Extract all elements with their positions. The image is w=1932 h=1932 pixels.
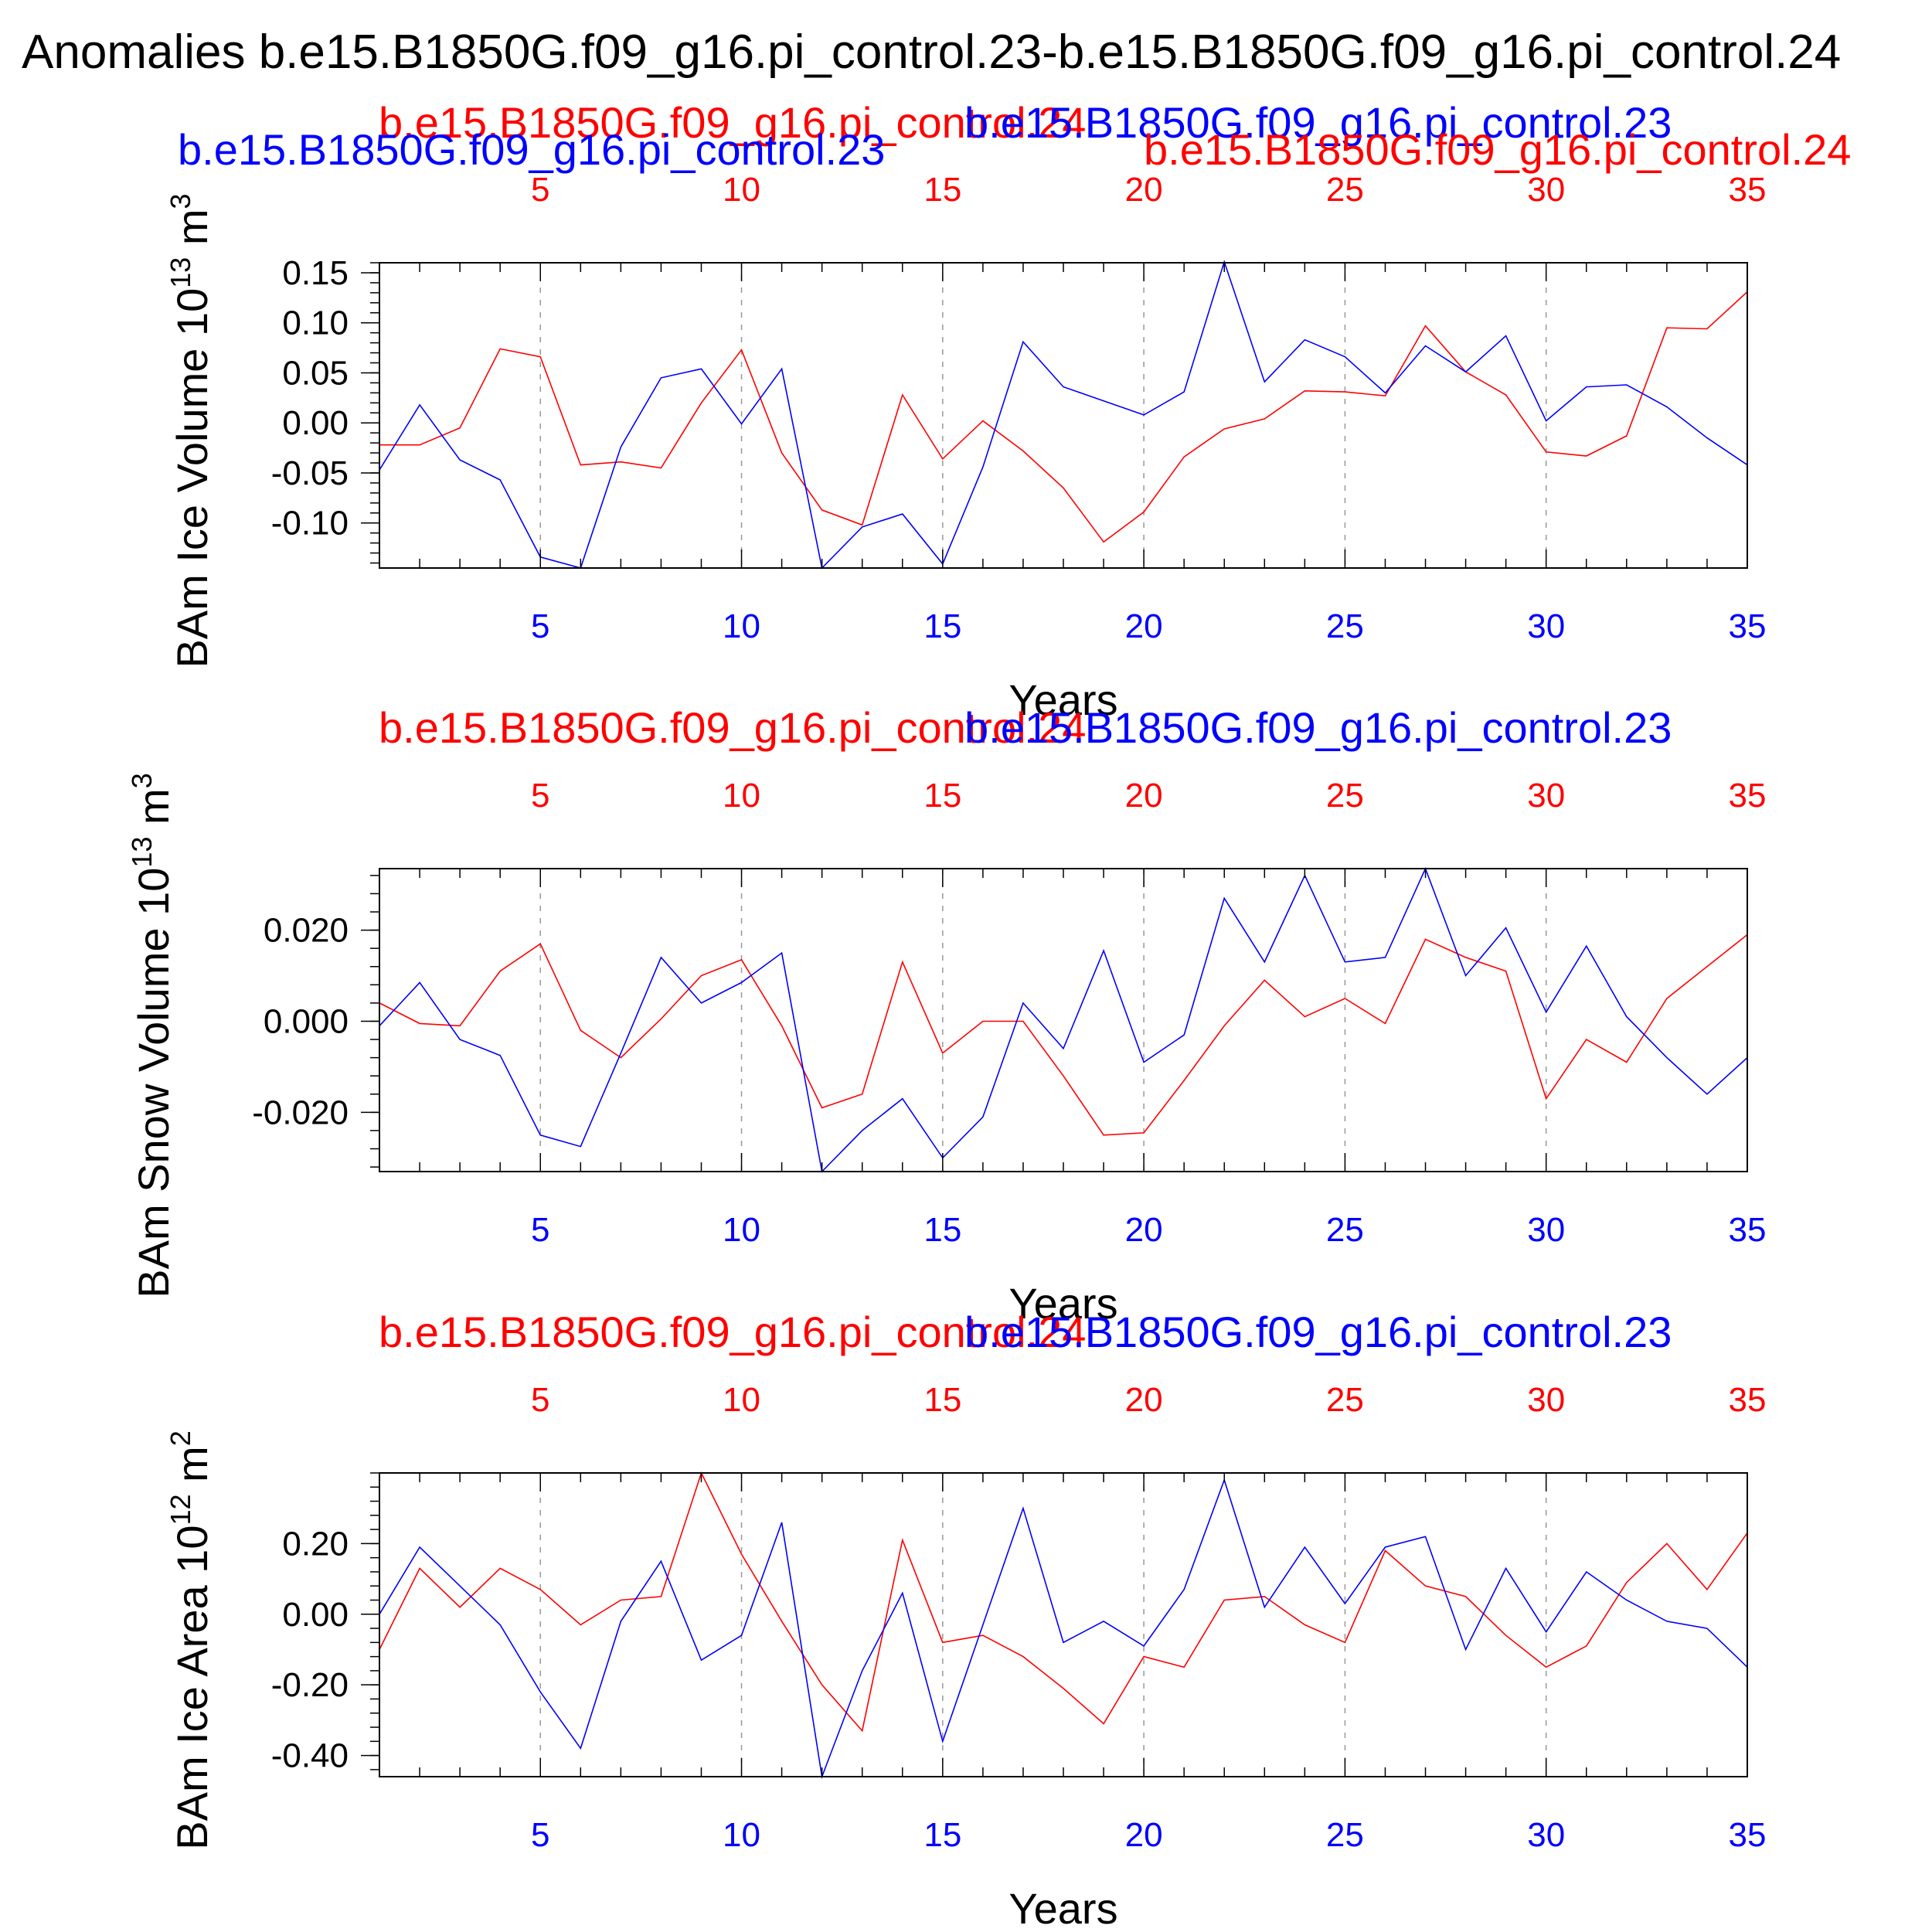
y-axis-title-part: BAm Ice Area 10 (168, 1526, 216, 1850)
y-axis-title-superscript: 13 (126, 837, 158, 868)
x-tick-label-bottom: 15 (923, 1816, 961, 1854)
x-tick-label-bottom: 5 (531, 1211, 549, 1249)
x-tick-label-bottom: 20 (1125, 1816, 1163, 1854)
x-tick-label-top: 30 (1527, 777, 1565, 815)
top-label-red: b.e15.B1850G.f09_g16.pi_control.24 (379, 703, 1086, 752)
y-axis-title-part: m (168, 1446, 216, 1494)
x-tick-label-top: 20 (1125, 1381, 1163, 1419)
series-line-24 (379, 291, 1748, 543)
ice-area-panel: -0.40 -0.20 0.00 0.20 5 5 10 10 15 15 20 20 25 25 30 30… (165, 1308, 1766, 1932)
y-tick-label: 0.020 (264, 912, 349, 950)
x-axis-title: Years (1009, 1884, 1117, 1932)
series-line-23 (379, 260, 1748, 570)
x-tick-label-bottom: 35 (1729, 1211, 1767, 1249)
x-tick-label-top: 15 (923, 1381, 961, 1419)
x-tick-label-bottom: 15 (923, 1211, 961, 1249)
x-axis-title: Years (1009, 1279, 1117, 1328)
x-tick-label-top: 30 (1527, 171, 1565, 209)
series-line-24 (379, 1471, 1748, 1733)
y-tick-label: 0.00 (282, 404, 349, 442)
y-tick-label: -0.10 (271, 505, 349, 543)
x-tick-label-bottom: 5 (531, 1816, 549, 1854)
x-tick-label-top: 10 (723, 1381, 760, 1419)
y-axis-title-part: BAm Ice Volume 10 (168, 288, 216, 668)
x-tick-label-top: 10 (723, 171, 760, 209)
x-tick-label-bottom: 35 (1729, 607, 1767, 645)
x-tick-label-bottom: 20 (1125, 1211, 1163, 1249)
x-tick-label-top: 15 (923, 171, 961, 209)
y-axis-title-part: m (129, 788, 178, 836)
plot-frame (379, 868, 1748, 1172)
x-tick-label-top: 35 (1729, 171, 1767, 209)
x-tick-label-top: 30 (1527, 1381, 1565, 1419)
y-axis-title-part: m (168, 209, 216, 257)
x-tick-label-top: 25 (1326, 1381, 1364, 1419)
x-tick-label-top: 20 (1125, 171, 1163, 209)
top-label-red: b.e15.B1850G.f09_g16.pi_control.24 (379, 1308, 1086, 1356)
plot-frame (379, 262, 1748, 569)
top-label-blue: b.e15.B1850G.f09_g16.pi_control.23 (964, 1308, 1672, 1356)
y-axis-title: BAm Snow Volume 1013 m3 (126, 773, 178, 1298)
x-tick-label-bottom: 30 (1527, 1816, 1565, 1854)
y-axis-title-superscript: 3 (165, 193, 196, 209)
x-tick-label-top: 5 (531, 171, 549, 209)
top-label-red: b.e15.B1850G.f09_g16.pi_control.24 (379, 98, 1086, 147)
x-tick-label-bottom: 20 (1125, 607, 1163, 645)
y-axis-title-part: BAm Snow Volume 10 (129, 868, 178, 1298)
series-line-23 (379, 866, 1748, 1173)
y-tick-label: 0.000 (264, 1002, 349, 1040)
x-tick-label-top: 35 (1729, 1381, 1767, 1419)
x-axis-title: Years (1009, 675, 1117, 724)
ice-volume-panel: -0.10 -0.05 0.00 0.05 0.10 0.15 5 5 10 10 15 15 20 20… (165, 98, 1851, 724)
y-tick-label: 0.00 (282, 1596, 349, 1634)
top-label-blue: b.e15.B1850G.f09_g16.pi_control.23 (964, 98, 1672, 147)
x-tick-label-top: 10 (723, 777, 760, 815)
y-tick-label: -0.020 (252, 1094, 349, 1131)
x-tick-label-top: 15 (923, 777, 961, 815)
y-tick-label: 0.20 (282, 1525, 349, 1563)
x-tick-label-bottom: 10 (723, 607, 760, 645)
y-axis-title: BAm Ice Area 1012 m2 (165, 1430, 216, 1850)
y-tick-label: -0.40 (271, 1737, 349, 1775)
x-tick-label-bottom: 15 (923, 607, 961, 645)
figure-title: Anomalies b.e15.B1850G.f09_g16.pi_contro… (22, 26, 1841, 79)
y-tick-label: 0.05 (282, 354, 349, 392)
top-label-blue: b.e15.B1850G.f09_g16.pi_control.23 (964, 703, 1672, 752)
y-axis-title-superscript: 2 (165, 1430, 196, 1446)
x-tick-label-bottom: 25 (1326, 1816, 1364, 1854)
top-label-red-right: b.e15.B1850G.f09_g16.pi_control.24 (1144, 125, 1851, 174)
top-label-blue-left: b.e15.B1850G.f09_g16.pi_control.23 (178, 125, 885, 174)
x-tick-label-bottom: 25 (1326, 607, 1364, 645)
x-tick-label-top: 20 (1125, 777, 1163, 815)
x-tick-label-bottom: 35 (1729, 1816, 1767, 1854)
x-tick-label-bottom: 5 (531, 607, 549, 645)
x-tick-label-top: 5 (531, 777, 549, 815)
series-line-23 (379, 1478, 1748, 1780)
x-tick-label-bottom: 30 (1527, 607, 1565, 645)
y-axis-title-superscript: 13 (165, 257, 196, 288)
y-axis-title-superscript: 12 (165, 1494, 196, 1525)
x-tick-label-bottom: 10 (723, 1816, 760, 1854)
y-tick-label: -0.05 (271, 454, 349, 492)
x-tick-label-top: 25 (1326, 171, 1364, 209)
y-tick-label: 0.10 (282, 304, 349, 342)
x-tick-label-bottom: 10 (723, 1211, 760, 1249)
x-tick-label-bottom: 25 (1326, 1211, 1364, 1249)
x-tick-label-top: 5 (531, 1381, 549, 1419)
snow-volume-panel: -0.020 0.000 0.020 5 5 10 10 15 15 20 20 25 25 30 30 35… (126, 703, 1766, 1328)
y-tick-label: 0.15 (282, 254, 349, 292)
y-tick-label: -0.20 (271, 1666, 349, 1704)
series-line-24 (379, 934, 1748, 1136)
x-tick-label-top: 25 (1326, 777, 1364, 815)
y-axis-title-superscript: 3 (126, 773, 158, 788)
x-tick-label-bottom: 30 (1527, 1211, 1565, 1249)
x-tick-label-top: 35 (1729, 777, 1767, 815)
y-axis-title: BAm Ice Volume 1013 m3 (165, 193, 216, 668)
